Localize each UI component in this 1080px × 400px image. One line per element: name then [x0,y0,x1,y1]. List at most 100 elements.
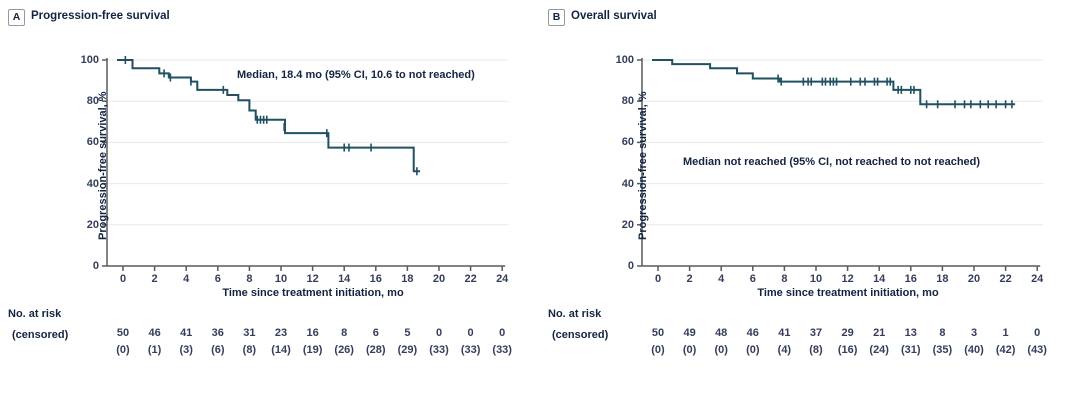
y-tick-label-60: 60 [621,136,634,149]
y-tick-label-80: 80 [621,95,634,108]
y-tick-label-0: 0 [92,260,99,272]
x-tick-label-18: 18 [401,273,414,285]
y-tick-label-40: 40 [621,177,634,190]
at-risk-count: 48 [715,327,728,339]
x-tick-label-22: 22 [464,273,477,285]
x-tick-label-16: 16 [904,273,917,285]
at-risk-count: 16 [306,327,319,339]
at-risk-count: 31 [243,327,256,339]
at-risk-count: 23 [274,327,288,339]
panel-a-letter: A [8,9,25,26]
x-tick-label-14: 14 [338,273,351,285]
panel-a-median-annotation: Median, 18.4 mo (95% CI, 10.6 to not rea… [237,69,475,81]
at-risk-count: 8 [939,327,946,339]
censored-count: (0) [714,344,728,356]
x-tick-label-0: 0 [119,273,127,285]
at-risk-count: 8 [341,327,348,339]
panel-a-title: Progression-free survival [31,10,170,22]
at-risk-count: 49 [683,327,696,339]
x-tick-label-2: 2 [686,273,693,285]
panel-b-median-annotation: Median not reached (95% CI, not reached … [683,156,981,168]
censored-count: (0) [116,344,130,356]
censored-count: (33) [492,344,512,356]
censored-count: (33) [429,344,449,356]
at-risk-count: 13 [904,327,917,339]
censored-count: (6) [211,344,225,356]
x-tick-label-2: 2 [151,273,158,285]
censored-count: (35) [932,344,953,356]
x-tick-label-8: 8 [246,273,253,285]
km-curve [117,59,420,173]
censored-count: (28) [366,344,386,356]
y-tick-label-0: 0 [627,260,634,272]
x-tick-label-10: 10 [809,273,823,285]
at-risk-count: 50 [651,327,665,339]
censored-count: (0) [682,344,697,356]
panel-b-y-axis-title: Progression-free survival, % [637,91,649,240]
censored-count: (4) [777,344,792,356]
at-risk-count: 0 [499,327,506,339]
x-tick-label-0: 0 [654,273,662,285]
censored-count: (16) [837,344,858,356]
y-tick-label-20: 20 [86,218,99,231]
censored-count: (33) [460,344,481,356]
censored-count: (8) [809,344,823,356]
x-tick-label-18: 18 [936,273,949,285]
y-tick-label-100: 100 [615,54,634,66]
at-risk-count: 46 [148,327,161,339]
at-risk-count: 1 [1002,327,1009,339]
x-tick-label-24: 24 [1031,273,1044,285]
at-risk-count: 0 [435,327,443,339]
panel-b: B Overall survival Progression-free surv… [540,0,1080,400]
x-tick-label-4: 4 [718,273,725,285]
at-risk-count: 50 [116,327,130,339]
censored-count: (42) [995,344,1016,356]
at-risk-count: 29 [841,327,854,339]
y-tick-label-40: 40 [86,177,99,190]
x-tick-label-14: 14 [873,273,886,285]
panel-b-title: Overall survival [571,10,657,22]
at-risk-count: 46 [746,327,759,339]
panel-b-at-risk-label: No. at risk [548,308,602,320]
censored-count: (1) [147,344,162,356]
panel-a-x-axis-title: Time since treatment initiation, mo [222,287,404,299]
x-tick-label-10: 10 [274,273,288,285]
at-risk-count: 21 [873,327,886,339]
censored-count: (31) [901,344,921,356]
x-tick-label-12: 12 [841,273,854,285]
y-tick-label-100: 100 [80,54,99,66]
panel-a: A Progression-free survival Progression-… [8,9,512,356]
x-tick-label-16: 16 [369,273,382,285]
censored-count: (8) [242,344,257,356]
panel-b-x-axis-title: Time since treatment initiation, mo [757,287,939,299]
at-risk-count: 0 [1034,327,1041,339]
km-curve [652,59,1016,106]
y-tick-label-20: 20 [621,218,634,231]
x-tick-label-24: 24 [496,273,509,285]
at-risk-count: 3 [970,327,978,339]
panel-b-plot [637,58,1044,271]
censored-count: (19) [302,344,323,356]
y-tick-label-60: 60 [86,136,99,149]
panel-a-plot [102,56,509,271]
panel-b-letter: B [548,9,565,26]
x-tick-label-4: 4 [183,273,190,285]
x-tick-label-6: 6 [749,273,756,285]
censored-count: (29) [397,344,418,356]
censored-count: (43) [1027,344,1047,356]
censored-count: (0) [651,344,665,356]
panel-a-at-risk-label: No. at risk [8,308,62,320]
at-risk-count: 5 [404,327,411,339]
censored-count: (0) [746,344,760,356]
at-risk-count: 6 [372,327,379,339]
censored-count: (3) [179,344,193,356]
x-tick-label-6: 6 [214,273,221,285]
censored-count: (14) [271,344,291,356]
panel-b-censored-label: (censored) [552,329,609,341]
at-risk-count: 41 [180,327,193,339]
at-risk-count: 0 [467,327,474,339]
y-tick-label-80: 80 [86,95,99,108]
at-risk-count: 36 [211,327,224,339]
at-risk-count: 41 [778,327,791,339]
